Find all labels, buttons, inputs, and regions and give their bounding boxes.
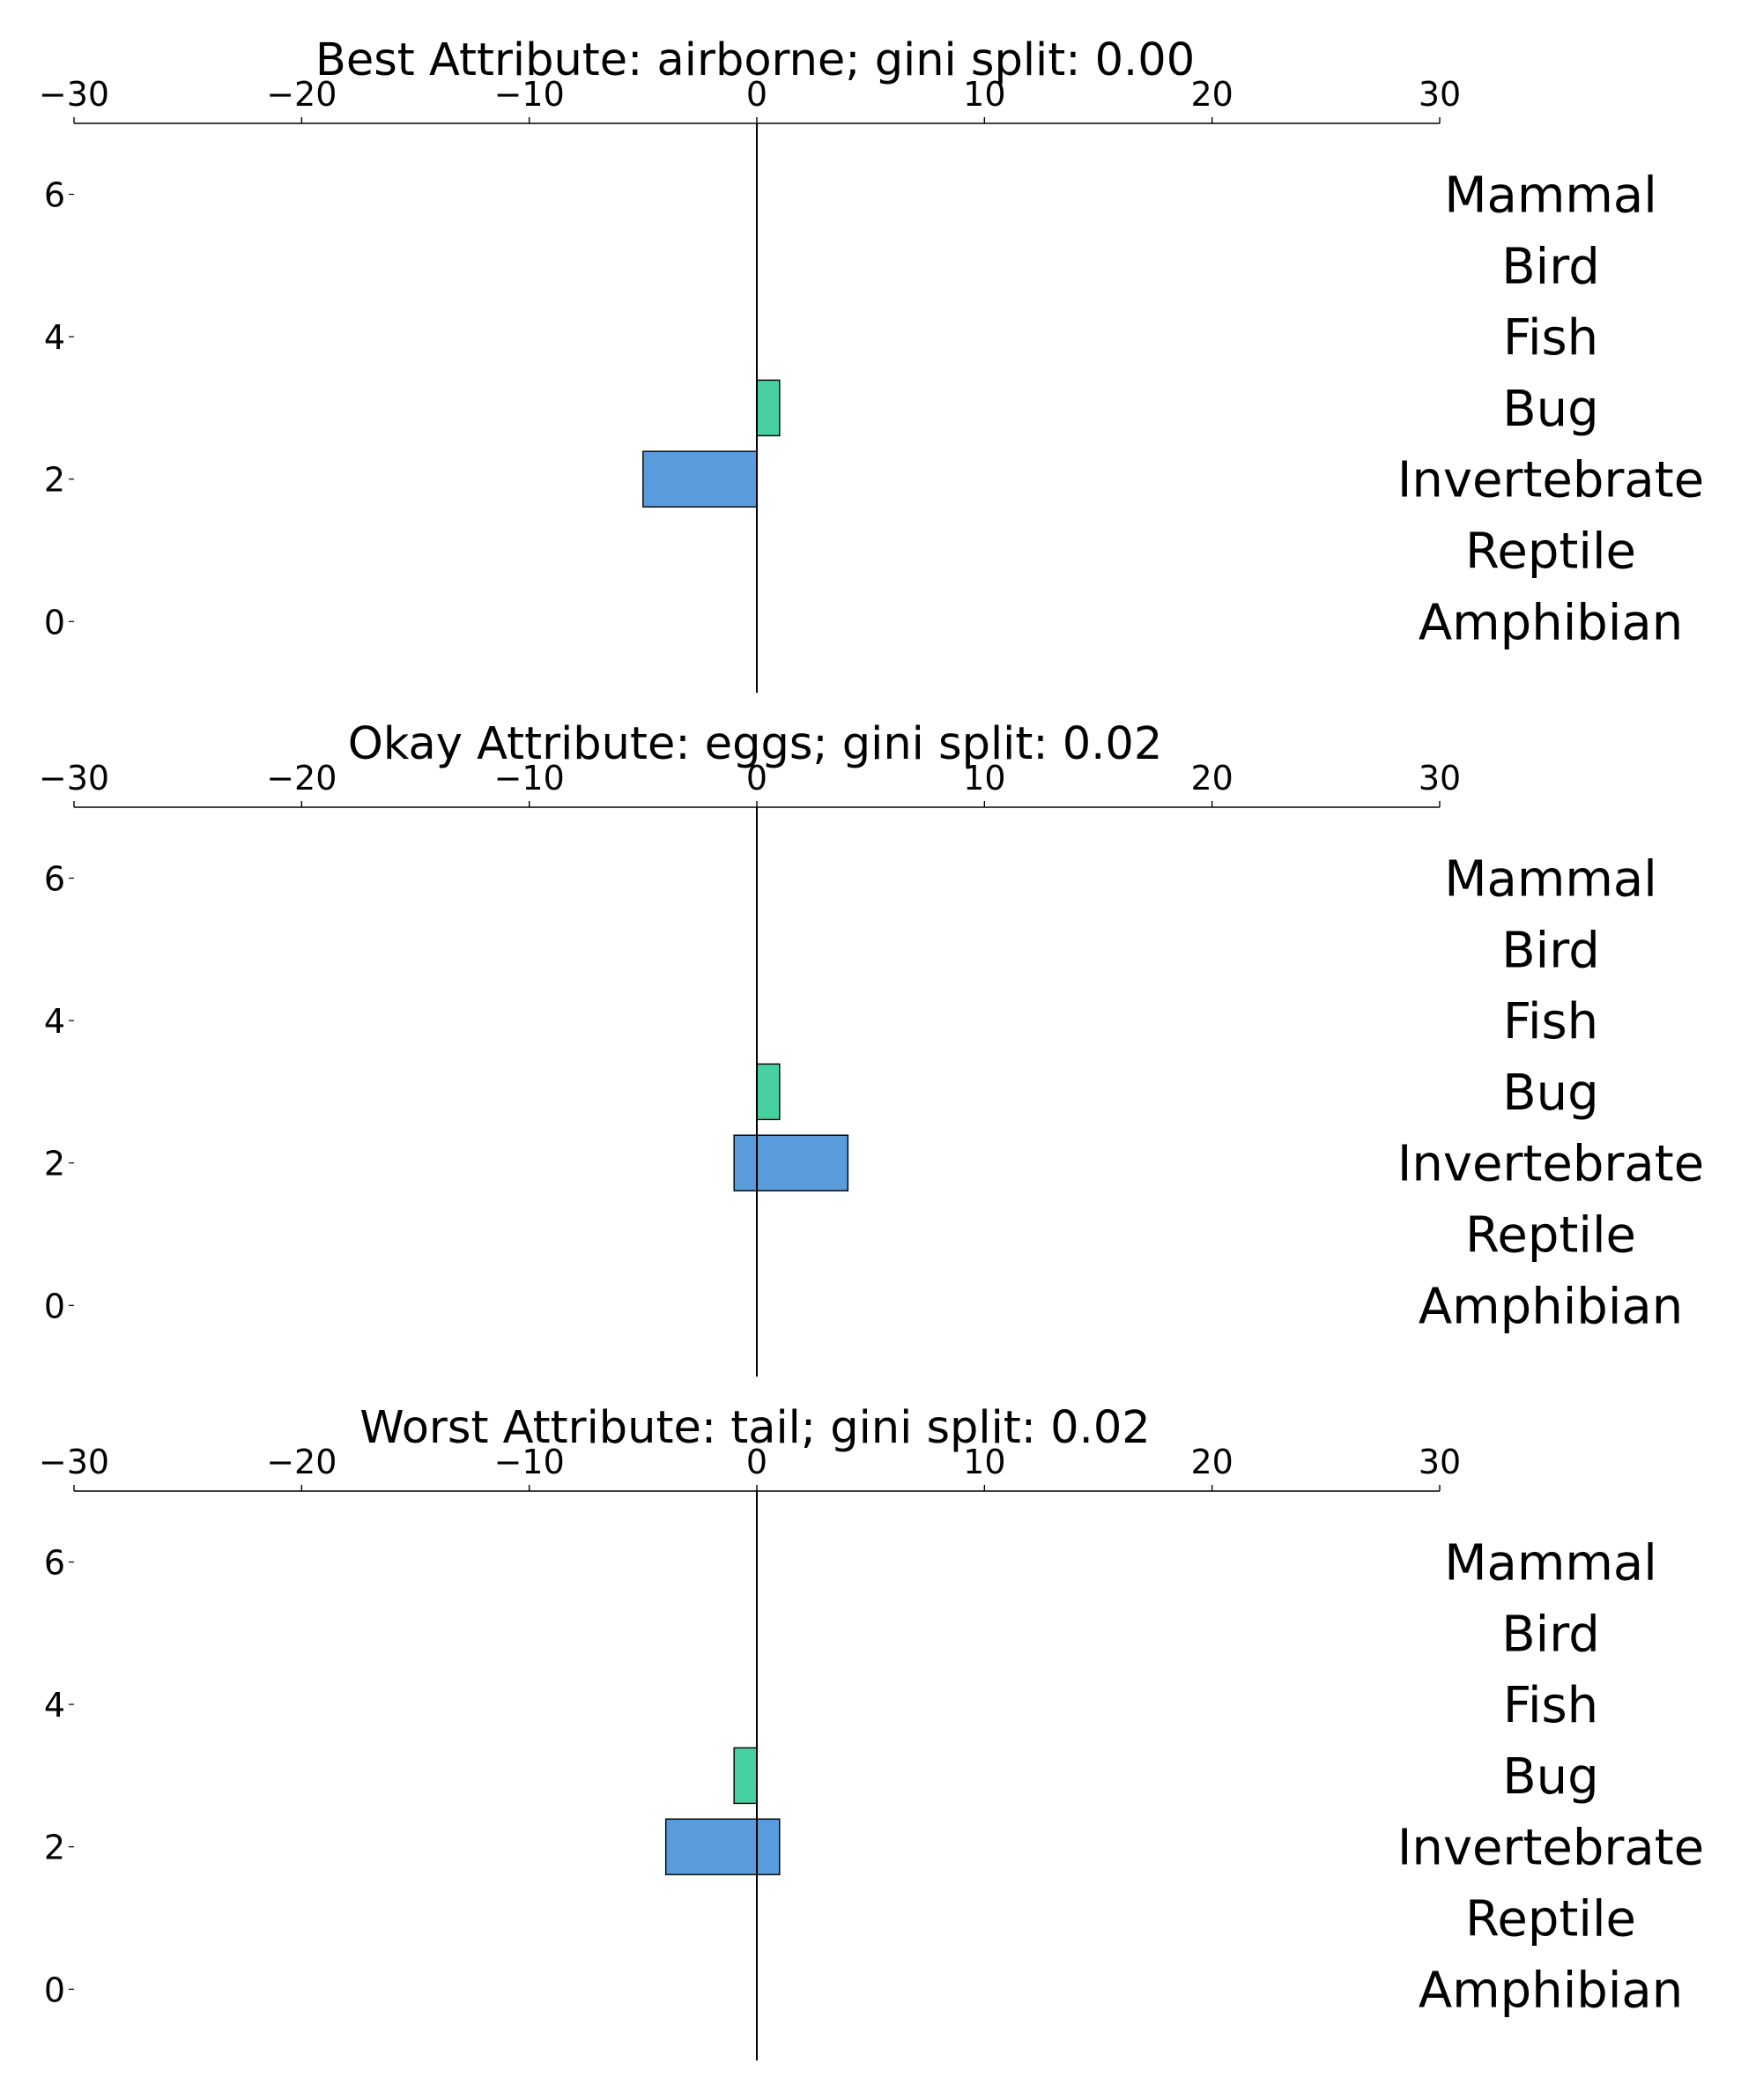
x-tick-label: −10 (494, 75, 565, 114)
y-tick-label: 6 (44, 1544, 65, 1583)
y-tick-label: 0 (44, 1970, 65, 2009)
y-tick-label: 4 (44, 318, 65, 357)
category-label: Fish (1503, 309, 1598, 367)
x-tick-label: 30 (1419, 1443, 1461, 1481)
y-tick-label: 0 (44, 603, 65, 642)
x-tick-label: 0 (746, 75, 767, 114)
x-tick-label: 0 (746, 1443, 767, 1481)
category-label: Invertebrate (1397, 452, 1704, 509)
category-label: Mammal (1444, 167, 1657, 225)
x-tick-label: 10 (963, 1443, 1005, 1481)
x-tick-label: −20 (266, 75, 337, 114)
bar-invertebrate (664, 1818, 781, 1875)
category-label: Reptile (1465, 1891, 1636, 1948)
chart-title: Worst Attribute: tail; gini split: 0.02 (359, 1402, 1150, 1454)
category-label: Invertebrate (1397, 1820, 1704, 1877)
category-label: Mammal (1444, 851, 1657, 909)
x-tick-label: −20 (266, 759, 337, 798)
y-tick-label: 6 (44, 860, 65, 899)
x-tick-label: 20 (1190, 759, 1233, 798)
category-label: Bug (1502, 1748, 1598, 1806)
y-tick-label: 2 (44, 461, 65, 500)
category-label: Reptile (1465, 1207, 1636, 1265)
bar-invertebrate (733, 1134, 849, 1191)
category-label: Invertebrate (1397, 1136, 1704, 1193)
x-tick-label: −10 (494, 1443, 565, 1481)
x-tick-label: 20 (1190, 75, 1233, 114)
category-label: Bird (1501, 1606, 1600, 1663)
x-tick-label: −10 (494, 759, 565, 798)
category-label: Bird (1501, 922, 1600, 979)
bar-invertebrate (642, 450, 758, 508)
bar-bug (756, 1063, 781, 1121)
category-label: Amphibian (1419, 1278, 1683, 1335)
bar-bug (733, 1747, 758, 1805)
category-label: Amphibian (1419, 1962, 1683, 2019)
bar-bug (756, 379, 781, 437)
y-tick-label: 2 (44, 1145, 65, 1184)
subplot-3: Worst Attribute: tail; gini split: 0.02−… (39, 1402, 1704, 2061)
y-tick-label: 4 (44, 1686, 65, 1725)
category-label: Bug (1502, 1065, 1598, 1122)
x-tick-label: −30 (39, 75, 109, 114)
category-label: Mammal (1444, 1535, 1657, 1592)
category-label: Fish (1503, 1677, 1598, 1734)
category-label: Bird (1501, 238, 1600, 295)
x-tick-label: −20 (266, 1443, 337, 1481)
x-tick-label: 20 (1190, 1443, 1233, 1481)
category-label: Fish (1503, 993, 1598, 1050)
y-tick-label: 4 (44, 1002, 65, 1041)
chart-title: Okay Attribute: eggs; gini split: 0.02 (348, 718, 1163, 770)
x-tick-label: 10 (963, 759, 1005, 798)
subplot-1: Best Attribute: airborne; gini split: 0.… (39, 34, 1704, 694)
category-label: Bug (1502, 381, 1598, 438)
x-tick-label: 30 (1419, 75, 1461, 114)
subplot-2: Okay Attribute: eggs; gini split: 0.02 −3… (39, 718, 1704, 1377)
x-tick-label: −30 (39, 759, 109, 798)
x-tick-label: 30 (1419, 759, 1461, 798)
x-tick-label: 10 (963, 75, 1005, 114)
category-label: Amphibian (1419, 594, 1683, 651)
x-tick-label: 0 (746, 759, 767, 798)
y-tick-label: 2 (44, 1829, 65, 1867)
chart-title: Best Attribute: airborne; gini split: 0.… (315, 34, 1195, 86)
y-tick-label: 0 (44, 1287, 65, 1325)
category-label: Reptile (1465, 523, 1636, 581)
x-tick-label: −30 (39, 1443, 109, 1481)
y-tick-label: 6 (44, 176, 65, 215)
